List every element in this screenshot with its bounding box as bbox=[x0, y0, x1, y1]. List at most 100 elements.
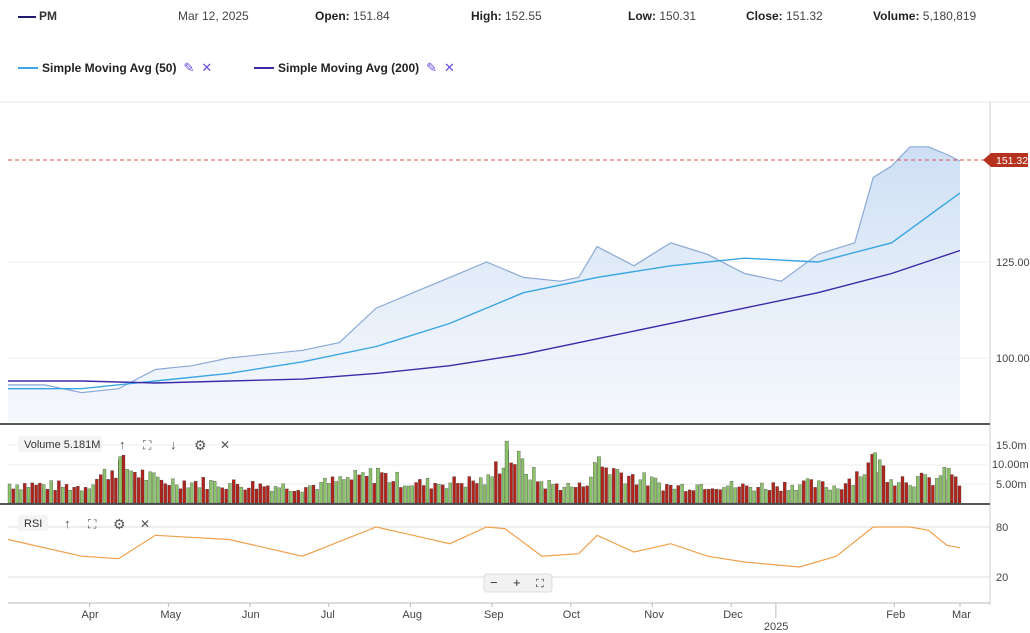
volume-bar bbox=[448, 482, 452, 504]
volume-bar bbox=[562, 486, 566, 504]
pencil-icon[interactable]: ✎ bbox=[183, 60, 195, 75]
volume-bar bbox=[399, 487, 403, 504]
zoom-out-button[interactable]: − bbox=[490, 575, 498, 590]
volume-bar bbox=[672, 488, 677, 504]
volume-bar bbox=[957, 485, 962, 504]
volume-bar bbox=[779, 490, 783, 504]
close-icon[interactable]: ✕ bbox=[444, 60, 455, 75]
volume-bar bbox=[718, 489, 722, 504]
volume-bar bbox=[129, 470, 133, 504]
volume-bar bbox=[752, 490, 756, 504]
zoom-fit-button[interactable]: ⛶ bbox=[536, 578, 544, 590]
volume-bar bbox=[741, 483, 745, 504]
volume-bar bbox=[133, 472, 137, 504]
volume-bar bbox=[764, 489, 768, 504]
volume-bar bbox=[866, 462, 870, 504]
volume-bar bbox=[437, 483, 441, 504]
volume-bar bbox=[539, 481, 544, 504]
volume-bar bbox=[281, 483, 285, 504]
volume-bar bbox=[197, 487, 202, 504]
volume-bar bbox=[551, 484, 555, 504]
rsi-layer bbox=[7, 526, 961, 568]
gear-icon[interactable]: ⚙ bbox=[194, 437, 207, 453]
volume-bar bbox=[889, 479, 893, 504]
volume-bar bbox=[121, 454, 126, 504]
volume-bar bbox=[365, 476, 369, 504]
volume-bar bbox=[855, 471, 859, 504]
volume-bar bbox=[555, 483, 559, 504]
volume-bar bbox=[61, 486, 65, 504]
volume-bar bbox=[167, 485, 171, 504]
volume-bar bbox=[91, 484, 95, 504]
volume-bar bbox=[923, 474, 927, 504]
volume-bar bbox=[144, 480, 148, 504]
volume-bar bbox=[912, 486, 916, 504]
volume-bar bbox=[954, 476, 958, 504]
x-tick-dec: Dec bbox=[723, 609, 743, 621]
volume-bar bbox=[547, 480, 551, 504]
volume-bar bbox=[232, 479, 236, 504]
volume-bar bbox=[733, 487, 737, 504]
close-field: Close: 151.32 bbox=[746, 9, 823, 23]
volume-bar bbox=[235, 484, 240, 504]
volume-bar bbox=[444, 488, 449, 504]
volume-bar bbox=[125, 469, 129, 504]
volume-bar bbox=[395, 471, 399, 504]
x-tick-jul: Jul bbox=[321, 609, 335, 621]
x-tick-oct: Oct bbox=[563, 609, 580, 621]
volume-bar bbox=[862, 474, 867, 504]
volume-bar bbox=[558, 490, 563, 504]
rsi-panel-label: RSI bbox=[24, 518, 42, 530]
y-tick-125: 125.00 bbox=[996, 257, 1030, 269]
volume-bar bbox=[342, 479, 346, 504]
move-up-icon[interactable]: ↑ bbox=[119, 437, 126, 452]
volume-bar bbox=[95, 479, 99, 504]
volume-bar bbox=[137, 477, 141, 504]
volume-bar bbox=[634, 484, 639, 504]
volume-bar bbox=[574, 487, 578, 504]
volume-bar bbox=[938, 475, 943, 504]
volume-bar bbox=[422, 485, 426, 504]
volume-bar bbox=[524, 473, 528, 504]
low-field: Low: 150.31 bbox=[628, 9, 697, 23]
volume-bar bbox=[15, 484, 19, 504]
volume-bar bbox=[748, 487, 753, 504]
volume-bar bbox=[638, 479, 642, 504]
move-down-icon[interactable]: ↓ bbox=[170, 437, 177, 452]
zoom-in-button[interactable]: + bbox=[513, 575, 521, 590]
volume-bar bbox=[30, 482, 34, 504]
y-tick-100: 100.00 bbox=[996, 353, 1030, 365]
volume-bar bbox=[821, 481, 825, 504]
expand-icon[interactable]: ⛶ bbox=[142, 438, 152, 452]
close-icon[interactable]: ✕ bbox=[140, 517, 150, 531]
volume-bar bbox=[851, 485, 855, 504]
volume-bar bbox=[463, 486, 468, 504]
volume-bar bbox=[26, 487, 31, 504]
volume-bar bbox=[783, 481, 787, 504]
volume-bar bbox=[809, 479, 813, 504]
zoom-controls bbox=[483, 573, 553, 593]
volume-bar bbox=[536, 481, 540, 504]
rsi-tick-20: 20 bbox=[996, 572, 1008, 584]
pencil-icon[interactable]: ✎ bbox=[426, 60, 438, 75]
expand-icon[interactable]: ⛶ bbox=[87, 517, 97, 531]
volume-bar bbox=[794, 490, 798, 504]
volume-bar bbox=[114, 477, 118, 504]
rsi-label-box bbox=[18, 515, 48, 531]
volume-bar bbox=[387, 482, 392, 504]
close-icon[interactable]: ✕ bbox=[220, 438, 230, 452]
volume-bar bbox=[946, 468, 951, 504]
volume-bar bbox=[532, 467, 536, 504]
volume-bar bbox=[163, 483, 167, 504]
volume-bar bbox=[646, 485, 650, 504]
volume-bar bbox=[669, 485, 673, 504]
volume-bar bbox=[418, 479, 422, 504]
x-tick-mar: Mar bbox=[952, 609, 971, 621]
move-up-icon[interactable]: ↑ bbox=[64, 516, 71, 531]
volume-bar bbox=[919, 472, 924, 504]
sma50-label: Simple Moving Avg (50) bbox=[42, 61, 177, 75]
volume-bars bbox=[7, 440, 962, 504]
gear-icon[interactable]: ⚙ bbox=[113, 516, 126, 532]
close-icon[interactable]: ✕ bbox=[201, 60, 213, 75]
